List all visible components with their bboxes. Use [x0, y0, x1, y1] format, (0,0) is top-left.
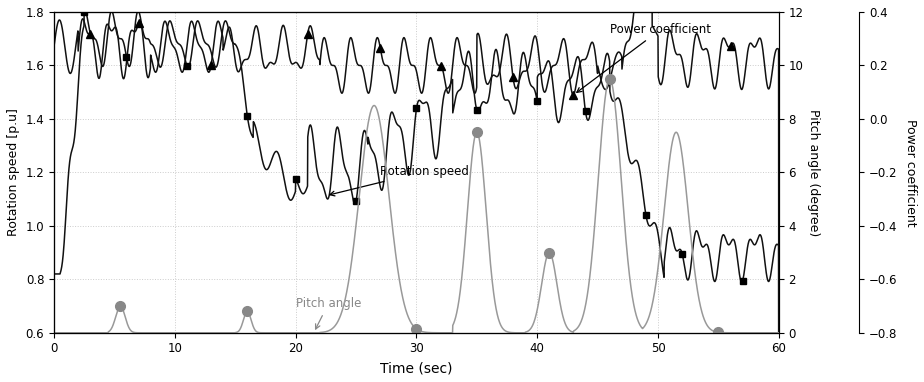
- Text: Power coefficient: Power coefficient: [577, 23, 711, 92]
- X-axis label: Time (sec): Time (sec): [380, 361, 453, 375]
- Text: Pitch angle: Pitch angle: [296, 297, 361, 329]
- Y-axis label: Rotation speed [p.u]: Rotation speed [p.u]: [7, 108, 20, 236]
- Text: Rotation speed: Rotation speed: [330, 165, 469, 196]
- Y-axis label: Power coefficient: Power coefficient: [904, 118, 917, 226]
- Y-axis label: Pitch angle (degree): Pitch angle (degree): [808, 109, 821, 236]
